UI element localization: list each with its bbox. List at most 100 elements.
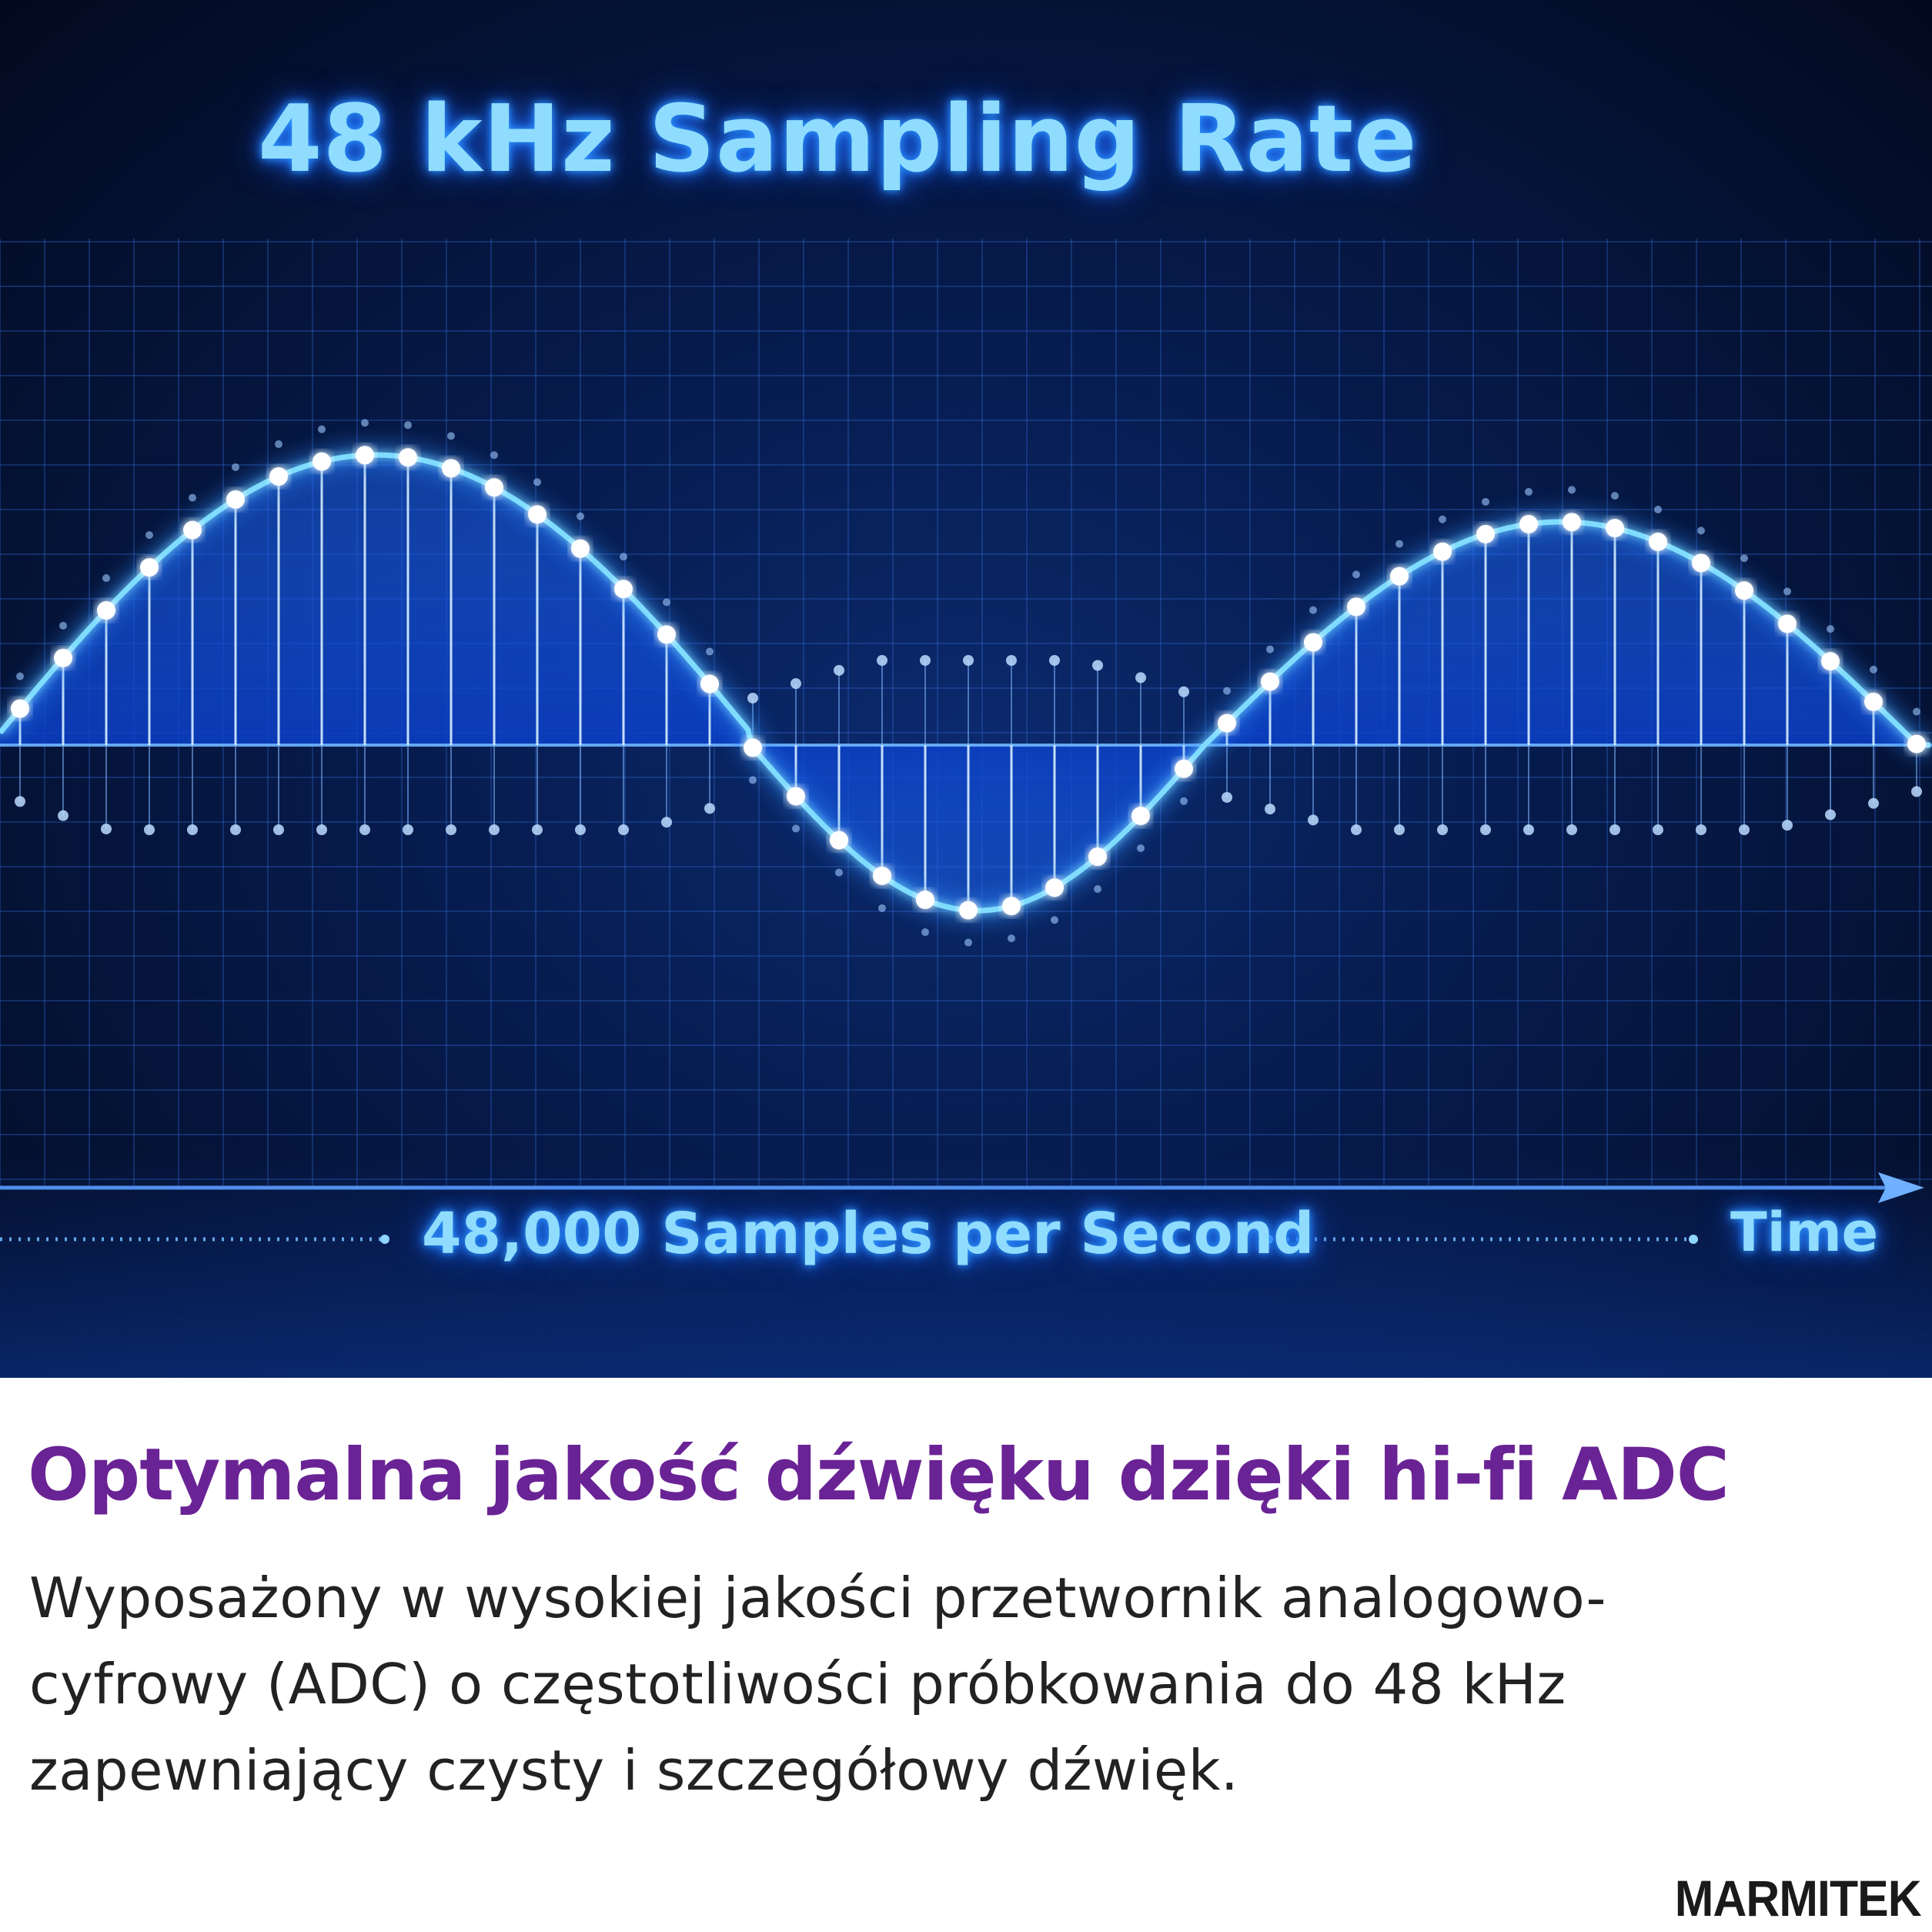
sample-echo-point xyxy=(101,823,112,834)
sample-ghost-point xyxy=(964,938,972,947)
sample-echo-point xyxy=(273,824,284,835)
sample-ghost-point xyxy=(1396,540,1403,548)
sample-point xyxy=(1692,553,1710,573)
sample-echo-point xyxy=(15,796,25,807)
sample-echo-point xyxy=(1222,791,1232,803)
sample-echo-point xyxy=(1135,672,1146,684)
sample-echo-point xyxy=(1265,804,1275,815)
sample-ghost-point xyxy=(577,512,584,520)
sample-point xyxy=(11,699,29,718)
samples-per-second-label: 48,000 Samples per Second xyxy=(422,1201,1315,1267)
sample-ghost-point xyxy=(59,621,67,630)
sample-echo-point xyxy=(747,692,758,704)
sample-echo-point xyxy=(1092,660,1103,671)
sample-ghost-point xyxy=(749,776,757,784)
sample-echo-point xyxy=(1566,824,1577,835)
sample-echo-point xyxy=(403,824,413,835)
sample-point xyxy=(1175,759,1193,778)
sample-ghost-point xyxy=(1654,505,1662,513)
sample-ghost-point xyxy=(533,478,541,486)
sample-point xyxy=(1476,524,1495,543)
sample-ghost-point xyxy=(1913,707,1920,716)
sample-ghost-point xyxy=(1827,625,1834,633)
sample-echo-point xyxy=(1523,824,1534,835)
wave-area-fill xyxy=(0,455,1932,911)
sample-ghost-point xyxy=(1783,587,1791,596)
sample-echo-point xyxy=(1911,786,1922,797)
sample-point xyxy=(787,787,805,806)
sample-ghost-point xyxy=(1482,497,1489,506)
sample-point xyxy=(313,452,331,471)
sample-ghost-point xyxy=(145,531,153,540)
sample-echo-point xyxy=(920,655,931,666)
sample-ghost-point xyxy=(232,463,239,471)
sample-point xyxy=(1735,581,1753,600)
sample-ghost-point xyxy=(1223,687,1231,695)
sample-point xyxy=(1218,714,1236,733)
sample-point xyxy=(1261,672,1279,691)
sample-ghost-point xyxy=(1309,606,1317,614)
sample-ghost-point xyxy=(1008,934,1015,943)
sample-point xyxy=(1045,878,1064,897)
sample-ghost-point xyxy=(1870,665,1877,674)
sample-echo-point xyxy=(489,824,500,835)
sample-point xyxy=(1347,597,1365,617)
sample-echo-point xyxy=(1308,814,1319,826)
sample-echo-point xyxy=(1006,655,1017,666)
sample-point xyxy=(700,674,719,694)
sample-ghost-point xyxy=(1611,492,1619,500)
time-axis-label: Time xyxy=(1730,1201,1879,1264)
sample-echo-point xyxy=(704,803,715,814)
sample-point xyxy=(356,446,374,465)
sample-point xyxy=(140,558,159,577)
sample-ghost-point xyxy=(490,451,498,460)
sample-echo-point xyxy=(1351,824,1362,835)
sample-ghost-point xyxy=(663,598,670,607)
sample-echo-point xyxy=(575,824,586,835)
sample-point xyxy=(830,831,848,850)
sample-point xyxy=(1519,514,1538,533)
sample-point xyxy=(959,901,978,920)
sample-echo-point xyxy=(1653,824,1663,835)
sample-point xyxy=(399,448,417,467)
sample-point xyxy=(1563,513,1581,532)
sample-ghost-point xyxy=(1740,554,1748,563)
sample-ghost-point xyxy=(404,421,412,430)
sample-ghost-point xyxy=(447,432,455,440)
sample-echo-point xyxy=(316,824,327,835)
sample-ghost-point xyxy=(1525,487,1533,496)
sample-echo-point xyxy=(1739,824,1750,835)
sample-echo-point xyxy=(1178,686,1189,697)
sample-ghost-point xyxy=(921,928,929,937)
waveform-graphic xyxy=(0,239,1932,1378)
sample-echo-point xyxy=(618,824,629,835)
sample-ghost-point xyxy=(878,904,886,912)
sample-point xyxy=(1131,806,1150,825)
sample-point xyxy=(614,580,633,599)
sample-point xyxy=(1778,614,1797,633)
sample-point xyxy=(571,539,590,558)
sample-echo-point xyxy=(1049,655,1060,666)
description-text: Wyposażony w wysokiej jakości przetworni… xyxy=(29,1566,1606,1803)
sample-point xyxy=(1088,847,1107,866)
sample-echo-point xyxy=(532,824,543,835)
sampling-illustration: 48 kHz Sampling Rate 48,000 Samples per … xyxy=(0,0,1932,1378)
sample-point xyxy=(873,866,891,885)
sample-ghost-point xyxy=(361,419,369,427)
sample-ghost-point xyxy=(706,647,714,656)
sample-ghost-point xyxy=(1568,486,1576,494)
sample-point xyxy=(744,738,762,757)
sample-ghost-point xyxy=(16,672,24,680)
sample-point xyxy=(528,505,547,524)
sample-echo-point xyxy=(359,824,370,835)
sample-ghost-point xyxy=(1094,884,1101,893)
sample-ghost-point xyxy=(1439,515,1446,523)
sample-echo-point xyxy=(58,810,69,821)
sample-point xyxy=(1433,542,1452,561)
sample-ghost-point xyxy=(1352,570,1360,579)
sample-ghost-point xyxy=(1051,916,1058,924)
sample-echo-point xyxy=(1394,824,1405,835)
sample-points xyxy=(11,419,1926,947)
graphic-title: 48 kHz Sampling Rate xyxy=(258,86,1418,193)
sample-ghost-point xyxy=(1266,645,1274,653)
